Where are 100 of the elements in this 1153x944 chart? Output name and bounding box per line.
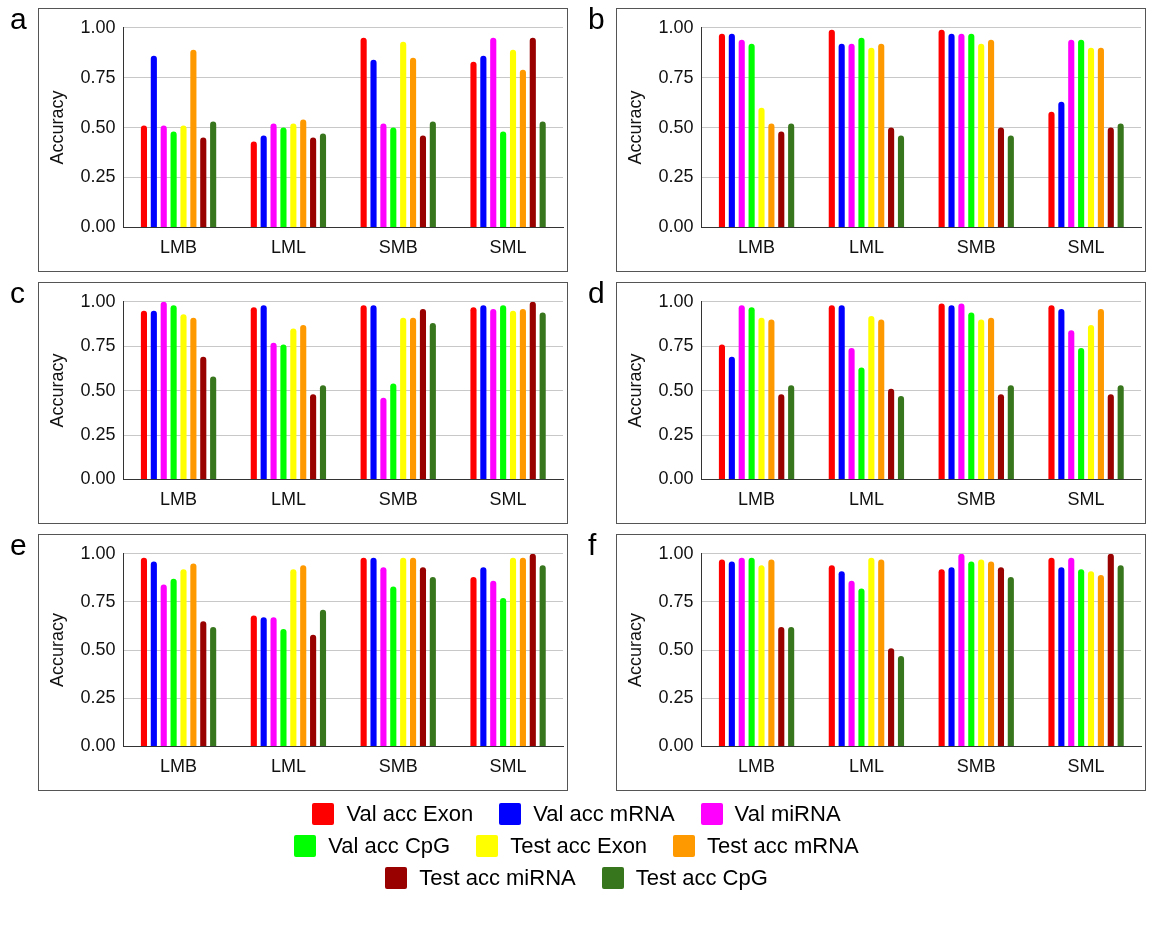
- y-axis-title: Accuracy: [624, 353, 645, 428]
- bar: [1048, 305, 1055, 479]
- bar: [360, 557, 367, 746]
- bar: [210, 121, 217, 227]
- legend-label: Val acc CpG: [328, 833, 451, 859]
- bar: [738, 557, 745, 746]
- x-tick-label: LMB: [160, 756, 198, 777]
- bar: [519, 308, 526, 479]
- bar: [170, 305, 177, 479]
- bar: [838, 43, 845, 227]
- bar: [738, 39, 745, 227]
- bar: [190, 563, 197, 746]
- bar: [419, 308, 427, 479]
- bar: [828, 565, 835, 746]
- bar: [400, 41, 407, 227]
- bar: [529, 553, 536, 746]
- legend-label: Test acc Exon: [510, 833, 648, 859]
- bar: [380, 567, 387, 746]
- bar: [728, 561, 735, 746]
- bar: [140, 557, 148, 746]
- bar: [848, 580, 855, 746]
- bar: [470, 307, 477, 479]
- bar: [1058, 101, 1065, 227]
- bar: [360, 305, 367, 479]
- chart-title: e: [10, 528, 27, 562]
- bar: [370, 59, 377, 227]
- bar: [778, 394, 785, 479]
- chart-title: c: [10, 276, 25, 310]
- bar: [788, 626, 795, 746]
- bar: [788, 385, 795, 479]
- bar: [429, 576, 436, 746]
- bar: [1058, 308, 1065, 479]
- bar: [160, 584, 167, 746]
- bar: [260, 305, 267, 479]
- x-tick-label: SMB: [956, 489, 996, 510]
- bar: [390, 586, 397, 746]
- bar: [300, 565, 307, 746]
- y-tick-label: 1.00: [80, 290, 116, 311]
- bar: [319, 385, 327, 479]
- bar: [290, 123, 297, 227]
- bar: [429, 121, 436, 227]
- bar: [310, 137, 317, 227]
- bar: [718, 33, 726, 227]
- bar: [519, 557, 526, 746]
- bar: [828, 29, 835, 227]
- bar: [1078, 39, 1085, 227]
- bar: [788, 123, 795, 227]
- bar: [280, 127, 287, 227]
- y-tick-label: 0.50: [80, 639, 116, 660]
- bar: [738, 305, 745, 479]
- bar: [868, 557, 875, 746]
- y-tick-label: 0.75: [658, 66, 694, 87]
- bar: [718, 344, 726, 479]
- bar: [778, 626, 785, 746]
- x-tick-label: SML: [1067, 489, 1105, 510]
- bar: [1117, 385, 1124, 479]
- x-tick-label: SML: [489, 756, 527, 777]
- bar: [718, 559, 726, 746]
- chart-title: b: [588, 2, 605, 36]
- bar: [490, 580, 497, 746]
- x-tick-label: LMB: [738, 489, 776, 510]
- x-tick-label: LML: [270, 237, 306, 258]
- y-tick-label: 0.50: [658, 379, 694, 400]
- bar: [768, 123, 775, 227]
- bar: [997, 394, 1005, 479]
- bar: [858, 37, 865, 227]
- bar: [968, 33, 975, 227]
- bar: [490, 308, 497, 479]
- bar: [280, 628, 287, 746]
- y-tick-label: 0.50: [658, 639, 694, 660]
- bar: [180, 125, 187, 227]
- bar: [1087, 571, 1095, 746]
- bar: [1107, 127, 1114, 227]
- bar: [958, 553, 965, 746]
- bar: [360, 37, 367, 227]
- bar: [988, 561, 995, 746]
- bar: [938, 569, 945, 746]
- bar: [319, 609, 327, 746]
- x-tick-label: LML: [270, 489, 306, 510]
- x-tick-label: LMB: [738, 756, 776, 777]
- bar: [150, 561, 157, 746]
- bar: [270, 123, 277, 227]
- bar: [858, 588, 865, 746]
- bar: [500, 305, 507, 479]
- bar: [968, 312, 975, 479]
- bar: [948, 33, 955, 227]
- bar: [848, 43, 855, 227]
- bar: [509, 310, 517, 479]
- bar: [897, 135, 905, 227]
- bar: [1007, 135, 1014, 227]
- bar: [888, 127, 895, 227]
- bar: [958, 303, 965, 479]
- legend-label: Test acc CpG: [635, 865, 768, 891]
- bar: [250, 615, 257, 746]
- bar: [270, 617, 277, 746]
- bar: [319, 133, 327, 227]
- bar: [1087, 324, 1095, 479]
- x-tick-label: SMB: [956, 756, 996, 777]
- bar: [888, 648, 895, 746]
- y-tick-label: 0.00: [658, 735, 694, 756]
